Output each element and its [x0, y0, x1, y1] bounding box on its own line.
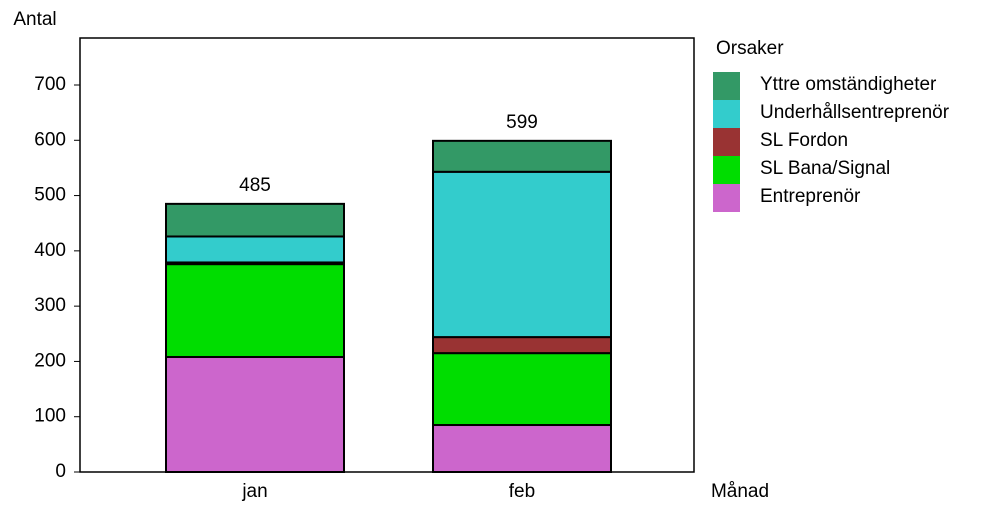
- x-axis-label: Månad: [711, 481, 769, 502]
- legend-label: Yttre omständigheter: [760, 74, 937, 95]
- bar-segment: [432, 336, 612, 355]
- bar-segment: [432, 424, 612, 474]
- y-tick-label: 100: [34, 406, 66, 427]
- legend-label: Underhållsentreprenör: [760, 102, 950, 123]
- bar-segment: [432, 170, 612, 339]
- y-tick-label: 400: [34, 240, 66, 261]
- y-axis-label: Antal: [13, 9, 56, 30]
- legend-swatch: [713, 156, 740, 184]
- legend-swatch: [713, 100, 740, 128]
- bar-segment: [165, 235, 345, 264]
- legend-swatch: [713, 128, 740, 156]
- x-tick-label: feb: [509, 481, 535, 502]
- x-tick-label: jan: [241, 481, 267, 502]
- legend-label: SL Fordon: [760, 130, 848, 151]
- plot-frame: [79, 37, 695, 473]
- legend-label: Entreprenör: [760, 186, 861, 207]
- legend-swatch: [713, 72, 740, 100]
- legend-label: SL Bana/Signal: [760, 158, 890, 179]
- bar-segment: [165, 356, 345, 473]
- bar-segment: [432, 352, 612, 427]
- legend-title: Orsaker: [716, 38, 784, 59]
- bar-segment: [432, 139, 612, 173]
- y-tick-label: 500: [34, 185, 66, 206]
- bar-segment: [165, 202, 345, 238]
- legend-swatch: [713, 184, 740, 212]
- y-tick-label: 600: [34, 129, 66, 150]
- y-tick-label: 0: [55, 461, 66, 482]
- y-tick-label: 200: [34, 350, 66, 371]
- total-label: 599: [506, 112, 538, 133]
- bar-segment: [165, 263, 345, 359]
- total-label: 485: [239, 175, 271, 196]
- y-tick-label: 300: [34, 295, 66, 316]
- y-tick-label: 700: [34, 74, 66, 95]
